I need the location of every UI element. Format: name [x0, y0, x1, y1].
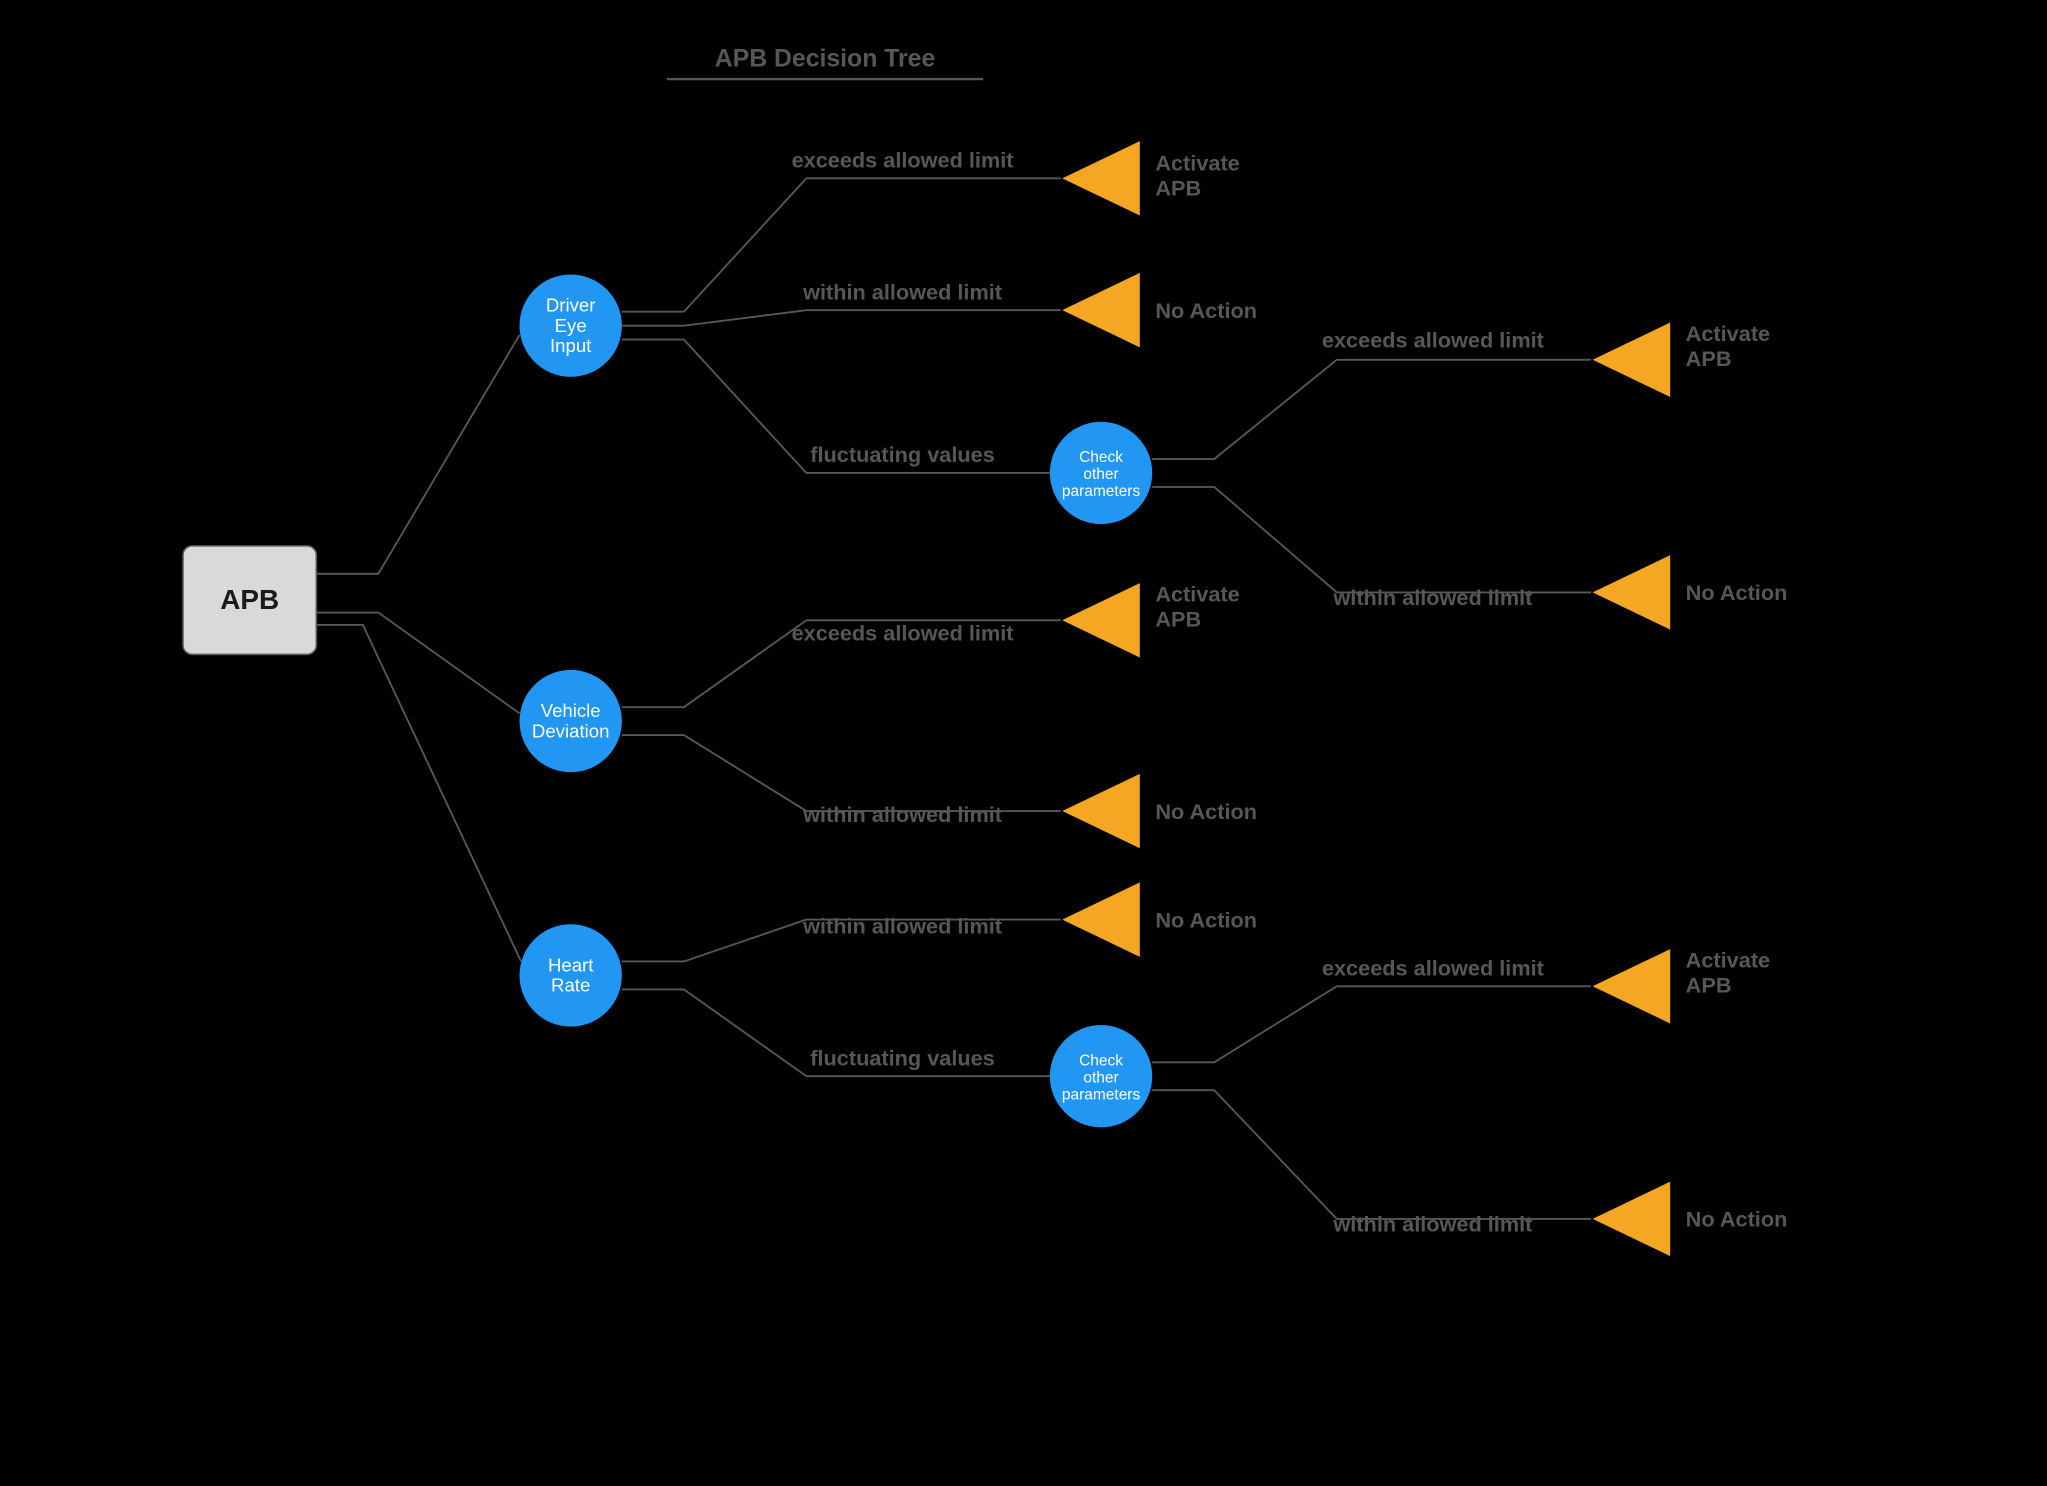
- leaf-label: No Action: [1155, 298, 1257, 323]
- edge: [1152, 1090, 1591, 1219]
- triangle-icon: [1062, 774, 1140, 848]
- root-node: APB: [183, 546, 316, 655]
- edge: [316, 625, 521, 962]
- edge: [316, 613, 519, 714]
- edge: [1152, 986, 1591, 1062]
- t-eye-within: No Action: [1062, 273, 1257, 347]
- edge-label: fluctuating values: [810, 1045, 995, 1070]
- check-other-params-1: Checkotherparameters: [1050, 422, 1152, 524]
- edge: [316, 335, 519, 574]
- edge-label: within allowed limit: [1332, 585, 1532, 610]
- leaf-label: ActivateAPB: [1686, 948, 1770, 998]
- edge-label: within allowed limit: [802, 914, 1002, 939]
- circle-label: VehicleDeviation: [532, 700, 610, 741]
- driver-eye-input: DriverEyeInput: [520, 274, 622, 376]
- edge-label: fluctuating values: [810, 442, 995, 467]
- edge: [1152, 487, 1591, 592]
- edge-label: exceeds allowed limit: [792, 620, 1014, 645]
- leaf-label: ActivateAPB: [1155, 582, 1239, 632]
- circle-label: HeartRate: [548, 955, 594, 996]
- diagram-title: APB Decision Tree: [715, 46, 936, 73]
- triangle-icon: [1593, 323, 1671, 397]
- decision-tree-diagram: APB Decision Tree exceeds allowed limit w…: [0, 0, 2047, 1486]
- vehicle-deviation: VehicleDeviation: [520, 670, 622, 772]
- t-veh-within: No Action: [1062, 774, 1257, 848]
- edges-group: exceeds allowed limit within allowed limi…: [316, 147, 1591, 1236]
- t-chk2-exceeds: ActivateAPB: [1593, 948, 1770, 1024]
- edge-label: exceeds allowed limit: [792, 147, 1014, 172]
- t-chk1-exceeds: ActivateAPB: [1593, 321, 1770, 397]
- t-veh-exceeds: ActivateAPB: [1062, 582, 1239, 658]
- t-chk1-within: No Action: [1593, 555, 1788, 629]
- heart-rate: HeartRate: [520, 924, 622, 1026]
- t-eye-exceeds: ActivateAPB: [1062, 141, 1239, 215]
- leaf-label: No Action: [1155, 799, 1257, 824]
- leaf-label: No Action: [1686, 1207, 1788, 1232]
- triangle-icon: [1062, 273, 1140, 347]
- edge: [1152, 360, 1591, 459]
- leaf-label: No Action: [1686, 580, 1788, 605]
- edge: [622, 310, 1061, 326]
- leaf-label: No Action: [1155, 907, 1257, 932]
- circle-nodes-group: DriverEyeInput VehicleDeviation HeartRate C…: [520, 274, 1153, 1127]
- triangle-nodes-group: ActivateAPB No Action ActivateAPB No Action…: [1062, 141, 1787, 1256]
- edge-label: exceeds allowed limit: [1322, 955, 1544, 980]
- leaf-label: ActivateAPB: [1686, 321, 1770, 371]
- check-other-params-2: Checkotherparameters: [1050, 1025, 1152, 1127]
- edge-label: within allowed limit: [802, 802, 1002, 827]
- triangle-icon: [1062, 583, 1140, 657]
- edge: [622, 735, 1061, 811]
- leaf-label: ActivateAPB: [1155, 151, 1239, 201]
- edge-label: exceeds allowed limit: [1322, 327, 1544, 352]
- root-label: APB: [220, 584, 279, 615]
- t-chk2-within: No Action: [1593, 1182, 1788, 1256]
- edge-label: within allowed limit: [802, 279, 1002, 304]
- t-hr-within: No Action: [1062, 882, 1257, 956]
- edge-label: within allowed limit: [1332, 1211, 1532, 1236]
- triangle-icon: [1062, 882, 1140, 956]
- triangle-icon: [1593, 1182, 1671, 1256]
- triangle-icon: [1593, 555, 1671, 629]
- triangle-icon: [1593, 949, 1671, 1023]
- triangle-icon: [1062, 141, 1140, 215]
